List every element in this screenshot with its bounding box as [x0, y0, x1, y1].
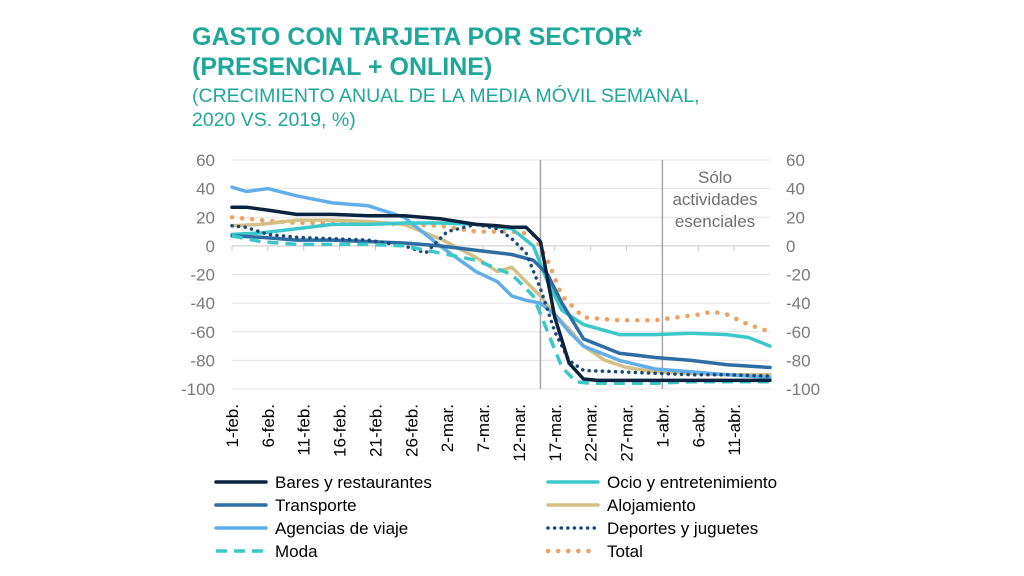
chart-title-line-1: GASTO CON TARJETA POR SECTOR*: [192, 23, 643, 51]
annotation-line: actividades: [672, 190, 757, 209]
chart-title-line-2: (PRESENCIAL + ONLINE): [192, 53, 493, 81]
x-tick-label: 1-abr.: [653, 404, 672, 447]
x-tick-label: 26-feb.: [402, 404, 421, 457]
x-tick-label: 21-feb.: [366, 404, 385, 457]
y-axis-left: 60 40 20 0 -20 -40 -60 -80 -100: [181, 151, 215, 399]
legend: Bares y restaurantes Ocio y entretenimien…: [214, 473, 777, 561]
legend-label-alojamiento: Alojamiento: [607, 496, 696, 515]
annotation-line: esenciales: [675, 212, 755, 231]
x-tick-label: 2-mar.: [438, 404, 457, 452]
y-axis-right: 60 40 20 0 -20 -40 -60 -80 -100: [786, 151, 820, 399]
legend-label-total: Total: [607, 542, 643, 561]
series-line-bares-y-restaurantes: [230, 205, 772, 383]
legend-label-bares-y-restaurantes: Bares y restaurantes: [275, 473, 432, 492]
chart-subtitle-line-1: (CRECIMIENTO ANUAL DE LA MEDIA MÓVIL SEM…: [192, 85, 700, 107]
y-tick-label-right: 60: [786, 151, 805, 170]
chart-subtitle-line-2: 2020 VS. 2019, %): [192, 109, 356, 131]
series-line-moda: [231, 234, 770, 386]
annotation-essential-activities: Sólo actividades esenciales: [672, 168, 757, 231]
y-tick-label-left: 40: [196, 180, 215, 199]
y-tick-label-left: -60: [190, 323, 215, 342]
x-tick-label: 16-feb.: [331, 404, 350, 457]
x-tick-label: 22-mar.: [582, 404, 601, 462]
y-tick-label-right: -80: [786, 351, 811, 370]
x-tick-label: 12-mar.: [510, 404, 529, 462]
y-tick-label-right: 40: [786, 180, 805, 199]
y-tick-label-right: -100: [786, 380, 820, 399]
y-tick-label-right: 20: [786, 208, 805, 227]
x-tick-label: 17-mar.: [546, 404, 565, 462]
series-line-alojamiento: [230, 218, 772, 377]
y-tick-label-right: 0: [786, 237, 795, 256]
series-line-agencias-de-viaje: [230, 185, 772, 380]
x-tick-label: 27-mar.: [618, 404, 637, 462]
y-tick-label-right: -60: [786, 323, 811, 342]
chart-subtitle: (CRECIMIENTO ANUAL DE LA MEDIA MÓVIL SEM…: [192, 84, 700, 132]
y-tick-label-left: -80: [190, 351, 215, 370]
legend-label-ocio-y-entretenimiento: Ocio y entretenimiento: [607, 473, 777, 492]
chart-title: GASTO CON TARJETA POR SECTOR* (PRESENCIA…: [192, 22, 642, 82]
y-tick-label-right: -20: [786, 266, 811, 285]
annotation-line: Sólo: [698, 168, 732, 187]
series-line-transporte: [230, 234, 772, 370]
legend-label-agencias-de-viaje: Agencias de viaje: [275, 519, 408, 538]
series-line-deportes-y-juguetes: [230, 222, 772, 378]
legend-label-transporte: Transporte: [275, 496, 357, 515]
series-line-ocio-y-entretenimiento: [230, 221, 772, 348]
y-tick-label-left: 0: [206, 237, 215, 256]
series-lines: [229, 185, 773, 386]
y-tick-label-right: -40: [786, 294, 811, 313]
x-tick-label: 6-feb.: [259, 404, 278, 447]
x-tick-label: 7-mar.: [474, 404, 493, 452]
y-tick-label-left: -100: [181, 380, 215, 399]
legend-label-moda: Moda: [275, 542, 318, 561]
x-axis: 1-feb. 6-feb. 11-feb. 16-feb. 21-feb. 26-feb.…: [223, 245, 744, 462]
x-tick-label: 11-abr.: [725, 404, 744, 456]
y-tick-label-left: 20: [196, 208, 215, 227]
x-tick-label: 6-abr.: [689, 404, 708, 447]
period-markers: [539, 160, 664, 389]
x-tick-label: 1-feb.: [223, 404, 242, 447]
x-tick-label: 11-feb.: [295, 404, 314, 456]
y-tick-label-left: -20: [190, 266, 215, 285]
legend-label-deportes-y-juguetes: Deportes y juguetes: [607, 519, 758, 538]
y-tick-label-left: 60: [196, 151, 215, 170]
y-tick-label-left: -40: [190, 294, 215, 313]
